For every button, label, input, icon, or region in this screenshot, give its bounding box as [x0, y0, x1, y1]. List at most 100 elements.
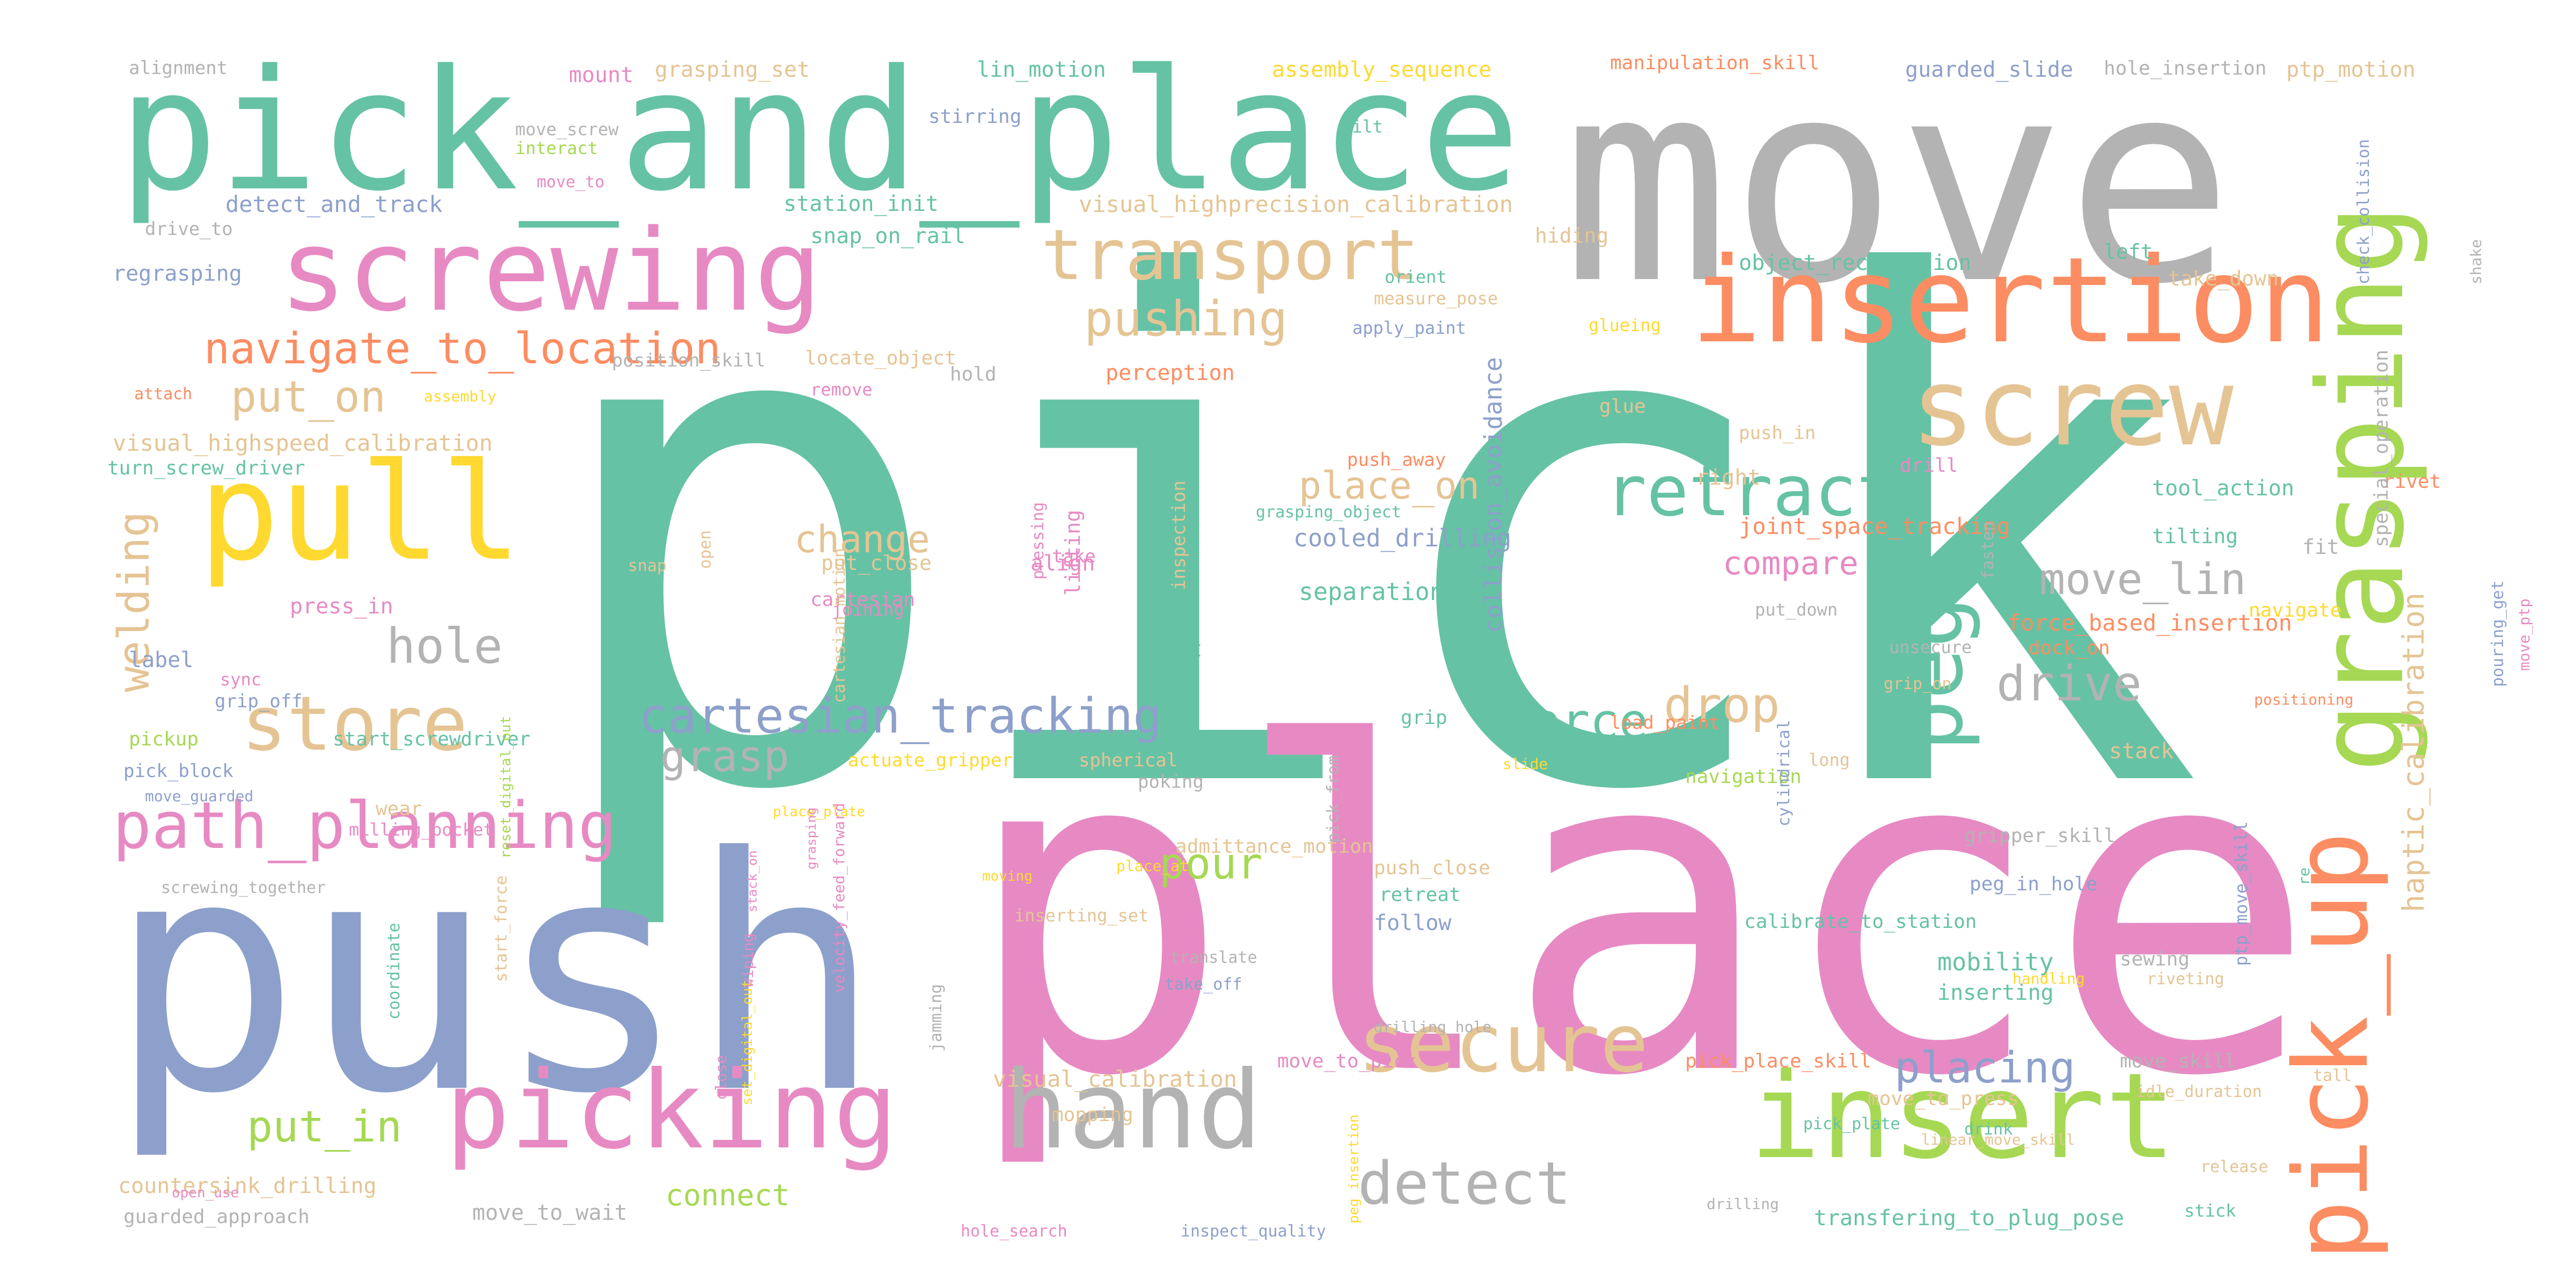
cloud-word: navigate [2249, 599, 2342, 621]
cloud-word: move_skill [2120, 1050, 2236, 1072]
cloud-word: take_down [2168, 267, 2279, 290]
cloud-word: detect [1358, 1149, 1571, 1218]
cloud-word: rivet [2383, 471, 2441, 493]
cloud-word: attach [134, 385, 193, 404]
cloud-word: modify_amount [1152, 466, 1173, 601]
cloud-word: release [2200, 1158, 2268, 1176]
cloud-word: move_to_press [1868, 1088, 2019, 1110]
cloud-word: tilting [2152, 524, 2238, 548]
cloud-word: mopping [1052, 1104, 1133, 1126]
cloud-word: ptp_move_skill [2231, 821, 2251, 966]
cloud-word: spherical [1079, 750, 1178, 771]
cloud-word: start_screwdriver [333, 728, 531, 750]
cloud-word: place_at [1116, 857, 1189, 875]
cloud-word: screwing_together [161, 879, 326, 897]
cloud-word: drop [1664, 677, 1780, 734]
cloud-word: snap_on_rail [810, 224, 965, 248]
cloud-word: hole_insertion [2104, 57, 2267, 79]
cloud-word: hand [1004, 1048, 1262, 1173]
cloud-word: special_operation [2370, 349, 2392, 547]
cloud-word: hiding [1535, 224, 1609, 247]
cloud-word: pick_plate [1803, 1115, 1900, 1133]
cloud-word: idle_duration [2136, 1082, 2262, 1101]
cloud-word: put_on [231, 372, 386, 422]
cloud-word: move_to_pick [1277, 1050, 1417, 1072]
cloud-word: peg_in_hole [1970, 873, 2098, 895]
cloud-word: take [1052, 546, 1096, 567]
cloud-word: countersink_drilling [118, 1174, 377, 1198]
cloud-word: poking [1138, 771, 1204, 793]
cloud-word: velocity_feed_forward [830, 802, 848, 993]
cloud-word: push_away [1347, 449, 1446, 471]
cloud-word: pick_block [123, 760, 233, 782]
cloud-word: drive [1996, 656, 2142, 712]
cloud-word: load_paint [1610, 712, 1720, 734]
cloud-word: milling_pocket [349, 819, 494, 840]
cloud-word: open [696, 530, 715, 569]
cloud-word: fit [2302, 535, 2339, 559]
cloud-word: retreat [1379, 884, 1461, 906]
cloud-word: set_digital_out [740, 979, 756, 1106]
cloud-word: glue [1599, 396, 1646, 418]
cloud-word: manipulation_skill [1610, 52, 1820, 74]
cloud-word: compare [1723, 545, 1858, 582]
cloud-word: place [961, 650, 2318, 1175]
cloud-word: start_force [492, 875, 511, 982]
cloud-word: jamming [927, 984, 946, 1052]
cloud-word: pick_and_place [118, 34, 1520, 228]
cloud-word: pick_from [1324, 755, 1343, 843]
cloud-word: transport [1041, 214, 1419, 296]
cloud-word: riveting [2147, 970, 2224, 989]
cloud-word: place_on [1299, 464, 1480, 508]
cloud-word: screwing [279, 205, 822, 336]
cloud-word: peg_insertion [1346, 1114, 1362, 1224]
cloud-word: inspection [1168, 480, 1190, 590]
cloud-word: visual_highspeed_calibration [113, 430, 493, 456]
cloud-word: object_recognition [1739, 251, 1972, 275]
cloud-word: retract [1605, 450, 1899, 532]
cloud-word: navigate_to_location [204, 324, 721, 374]
cloud-word: pull [199, 434, 522, 590]
cloud-word: locate_object [805, 347, 956, 369]
cloud-word: haptic_calibration [2396, 592, 2431, 912]
cloud-word: pick_place_skill [1685, 1050, 1871, 1072]
cloud-word: calibrate_to_station [1744, 911, 1977, 933]
cloud-word: picking [445, 1048, 898, 1173]
cloud-word: handling [2012, 970, 2085, 987]
cloud-word: pushing [1084, 291, 1288, 347]
cloud-word: coordinate [385, 923, 404, 1020]
cloud-word: pick_up [2272, 831, 2391, 1261]
cloud-word: move_to [537, 173, 605, 192]
cloud-word: tool_action [2152, 476, 2294, 501]
cloud-word: separation [1299, 577, 1444, 606]
cloud-word: reset_digital_out [498, 715, 514, 859]
cloud-word: stack [2109, 739, 2174, 764]
cloud-word: open_use [172, 1185, 239, 1201]
cloud-word: stirring [928, 106, 1022, 128]
cloud-word: label [129, 648, 194, 672]
cloud-word: put_in [247, 1102, 402, 1152]
cloud-word: slide [1503, 755, 1548, 773]
cloud-word: cartesian_tracking [639, 688, 1162, 744]
cloud-word: gripper_skill [1964, 825, 2116, 847]
cloud-word: move_to_wait [472, 1201, 627, 1225]
cloud-word: left [2104, 240, 2153, 264]
cloud-word: cartesian_motion [830, 548, 849, 703]
cloud-word: inserting [1937, 980, 2054, 1005]
cloud-word: move_lin [2039, 554, 2246, 604]
cloud-word: joining [832, 599, 904, 620]
cloud-word: guarded_slide [1905, 57, 2074, 82]
cloud-word: stack_on [745, 850, 760, 912]
cloud-word: grip_on [1884, 675, 1952, 693]
cloud-word: right [1696, 465, 1761, 490]
cloud-word: drilling [1707, 1195, 1779, 1213]
cloud-word: assembly [424, 387, 496, 405]
cloud-word: snap [628, 557, 667, 575]
cloud-word: mobility [1937, 948, 2054, 976]
cloud-word: inspect_quality [1181, 1222, 1326, 1241]
cloud-word: change [794, 517, 930, 561]
cloud-word: cooled_drilling [1293, 524, 1512, 552]
cloud-word: detect_and_track [225, 191, 443, 217]
cloud-word: sewing [2120, 948, 2190, 970]
